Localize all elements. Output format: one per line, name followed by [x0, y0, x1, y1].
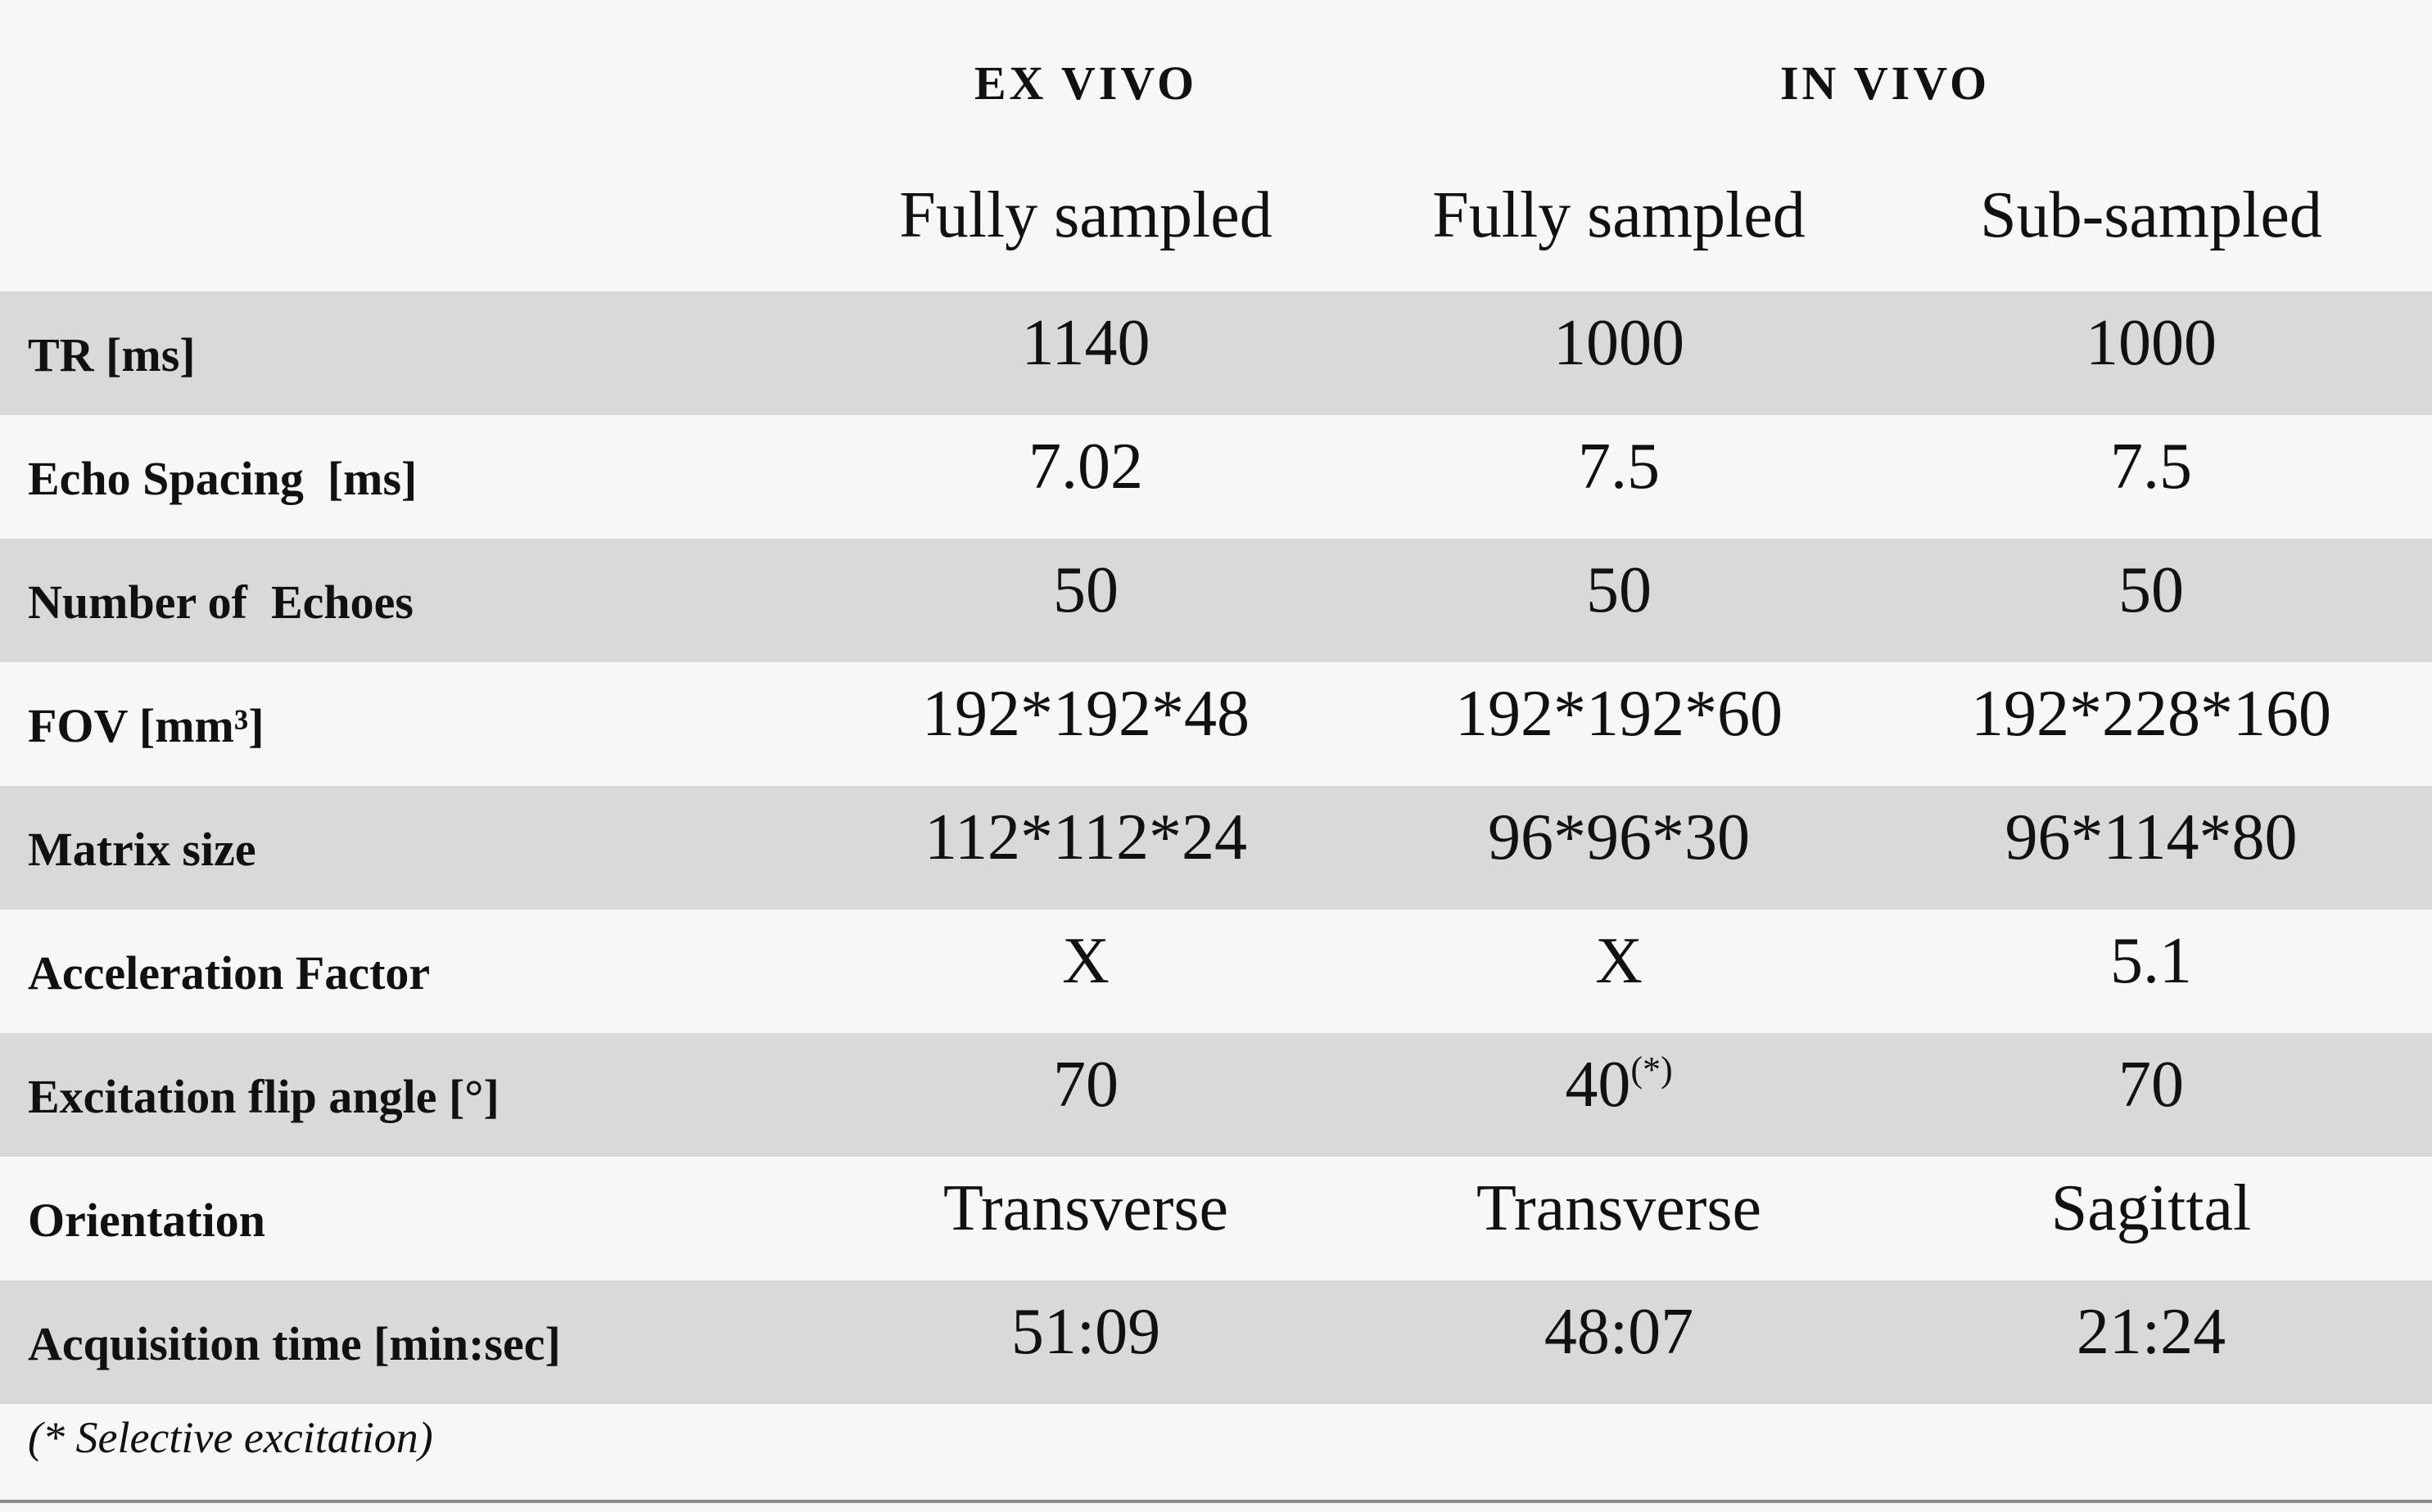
row-label: Number of Echoes [28, 575, 414, 629]
cell-value: Sagittal [2050, 1172, 2252, 1244]
row-band [0, 415, 2432, 539]
cell: 48:07 [1544, 1295, 1693, 1370]
cell: 40(*) [1565, 1048, 1672, 1122]
row-label: Acquisition time [min:sec] [28, 1317, 561, 1370]
cell-value: 5.1 [2110, 925, 2192, 997]
cell-value: Transverse [1476, 1172, 1762, 1244]
cell: 112*112*24 [924, 801, 1247, 875]
cell-value: 192*192*48 [922, 678, 1250, 750]
row-band [0, 1157, 2432, 1280]
cell: 21:24 [2077, 1295, 2226, 1370]
column-header: Fully sampled [1432, 179, 1806, 251]
column-header: Fully sampled [899, 179, 1273, 251]
row-band [0, 909, 2432, 1033]
row-label: Acceleration Factor [28, 946, 431, 1000]
cell: 1140 [1021, 306, 1150, 381]
cell: 51:09 [1011, 1295, 1160, 1370]
row-band [0, 1280, 2432, 1404]
cell: 96*114*80 [2005, 801, 2297, 875]
cell: 70 [2118, 1048, 2184, 1122]
row-label: Echo Spacing [ms] [28, 452, 418, 505]
cell-value: 1000 [1553, 307, 1684, 379]
row-band [0, 539, 2432, 662]
cell: X [1595, 924, 1643, 999]
cell: X [1062, 924, 1110, 999]
cell: 1000 [2086, 306, 2217, 381]
cell-value: 70 [1053, 1049, 1119, 1121]
cell-value: 112*112*24 [924, 801, 1248, 873]
cell-value: Transverse [943, 1172, 1229, 1244]
cell-value: 192*192*60 [1455, 678, 1783, 750]
cell: 192*192*60 [1455, 677, 1783, 751]
cell: 5.1 [2110, 924, 2192, 999]
cell: 192*192*48 [922, 677, 1250, 751]
cell-superscript: (*) [1630, 1049, 1673, 1090]
cell-value: 40 [1565, 1049, 1631, 1121]
row-label: Orientation [28, 1194, 265, 1247]
cell: Sagittal [2051, 1171, 2251, 1246]
cell: 7.5 [2110, 430, 2192, 504]
column-header: Sub-sampled [1980, 179, 2322, 251]
row-band [0, 1033, 2432, 1157]
cell: 96*96*30 [1488, 801, 1750, 875]
cell-value: 21:24 [2076, 1296, 2226, 1368]
cell-value: 96*114*80 [2005, 801, 2298, 873]
cell-value: 50 [1586, 554, 1652, 626]
cell: Transverse [1476, 1171, 1761, 1246]
group-header: IN VIVO [1779, 56, 1991, 110]
row-label: FOV [mm³] [28, 699, 264, 752]
cell-value: 7.02 [1028, 431, 1143, 503]
cell: Transverse [943, 1171, 1228, 1246]
footnote: (* Selective excitation) [28, 1413, 433, 1462]
cell-value: 70 [2118, 1049, 2184, 1121]
cell: 192*228*160 [1971, 677, 2331, 751]
cell-value: X [1062, 925, 1110, 997]
cell: 7.02 [1028, 430, 1143, 504]
row-label: TR [ms] [28, 328, 196, 381]
cell-value: 1140 [1021, 307, 1150, 379]
group-header: EX VIVO [974, 56, 1198, 110]
cell: 50 [1586, 553, 1652, 628]
cell-value: 50 [1053, 554, 1119, 626]
cell: 7.5 [1578, 430, 1660, 504]
row-band [0, 662, 2432, 786]
cell-value: 51:09 [1010, 1296, 1161, 1368]
cell-value: 7.5 [1578, 431, 1660, 503]
cell-value: 7.5 [2110, 431, 2192, 503]
cell-value: 48:07 [1544, 1296, 1694, 1368]
cell-value: 1000 [2086, 307, 2217, 379]
cell: 1000 [1553, 306, 1684, 381]
cell: 50 [2118, 553, 2184, 628]
cell-value: 96*96*30 [1488, 801, 1750, 873]
row-band [0, 291, 2432, 415]
cell-value: X [1595, 925, 1643, 997]
cell: 50 [1053, 553, 1119, 628]
row-band [0, 786, 2432, 909]
bottom-rule [0, 1500, 2432, 1503]
cell-value: 50 [2118, 554, 2184, 626]
row-label: Matrix size [28, 823, 256, 876]
cell-value: 192*228*160 [1971, 678, 2331, 750]
cell: 70 [1053, 1048, 1119, 1122]
row-label: Excitation flip angle [°] [28, 1070, 500, 1123]
